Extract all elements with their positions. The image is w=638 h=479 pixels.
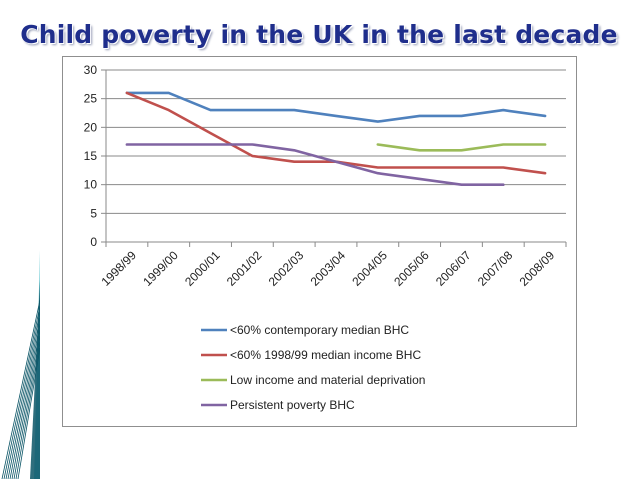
series-line-4 (125, 143, 505, 186)
x-tick-label: 2003/04 (308, 248, 349, 289)
x-tick-label: 2001/02 (224, 248, 265, 289)
line-chart: 0 5 10 15 20 25 30 1998/99 1999/00 2000/01 2001/0… (84, 63, 567, 412)
x-tick-label: 2006/07 (433, 248, 474, 289)
x-tick-label: 1998/99 (98, 248, 139, 289)
y-tick-label: 20 (84, 120, 98, 134)
x-tick-label: 2004/05 (349, 248, 390, 289)
y-tick-label: 0 (90, 235, 97, 249)
y-tick-label: 25 (84, 92, 98, 106)
legend: <60% contemporary median BHC <60% 1998/99… (201, 323, 425, 412)
series-line-3 (376, 143, 547, 152)
x-tick-label: 2008/09 (517, 248, 558, 289)
y-tick-label: 15 (84, 149, 98, 163)
series-lines (125, 91, 547, 186)
x-tick-label: 2002/03 (266, 248, 307, 289)
x-tick-label: 1999/00 (140, 248, 181, 289)
x-tick-label: 2007/08 (475, 248, 516, 289)
y-tick-label: 5 (90, 206, 97, 220)
chart-frame: 0 5 10 15 20 25 30 1998/99 1999/00 2000/01 2001/0… (62, 56, 577, 427)
legend-label-3: Low income and material deprivation (230, 373, 425, 387)
legend-label-1: <60% contemporary median BHC (230, 323, 409, 337)
slide-title: Child poverty in the UK in the last deca… (20, 20, 618, 49)
y-axis-ticks: 0 5 10 15 20 25 30 (84, 63, 98, 249)
y-tick-label: 30 (84, 63, 98, 77)
x-axis-ticks: 1998/99 1999/00 2000/01 2001/02 2002/03 2003/… (98, 248, 557, 289)
grid-lines (101, 69, 567, 247)
x-tick-label: 2000/01 (182, 248, 223, 289)
series-line-1 (125, 91, 547, 123)
corner-decoration (1, 250, 40, 479)
x-tick-label: 2005/06 (391, 248, 432, 289)
legend-label-2: <60% 1998/99 median income BHC (230, 348, 421, 362)
y-tick-label: 10 (84, 178, 98, 192)
legend-label-4: Persistent poverty BHC (230, 398, 355, 412)
